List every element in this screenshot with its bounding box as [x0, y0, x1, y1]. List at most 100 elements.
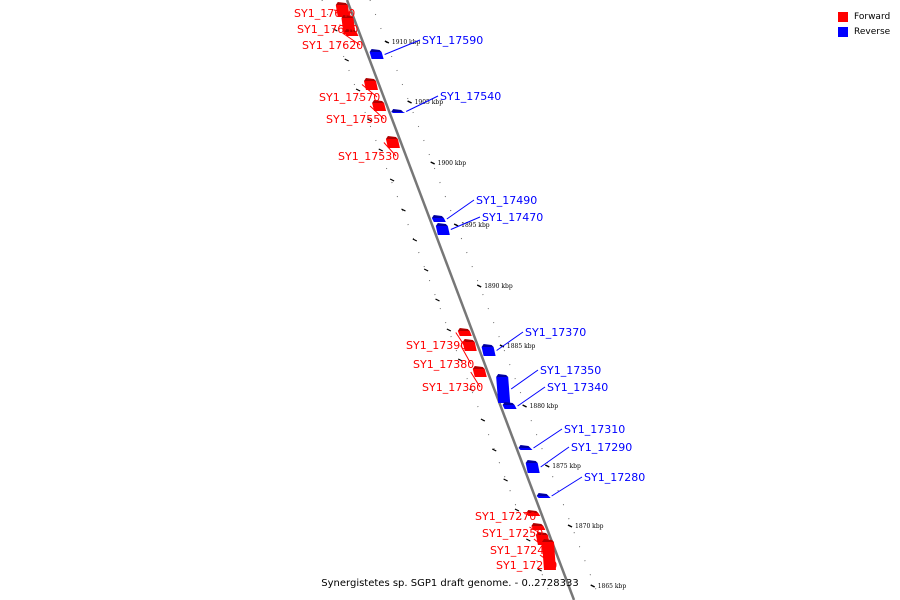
minor-tick [344, 58, 349, 62]
gene-body [369, 52, 384, 59]
gene-label: SY1_17640 [294, 7, 355, 20]
tick-label: 1895 kbp [461, 222, 490, 229]
gene-top [431, 215, 444, 218]
gene-label: SY1_17270 [475, 510, 536, 523]
tick-label: 1880 kbp [530, 403, 559, 410]
minor-tick [491, 448, 497, 452]
tick-mark [590, 584, 596, 588]
tick-label: 1910 kbp [392, 39, 421, 46]
genome-backbone [345, 0, 576, 600]
minor-tick [457, 358, 463, 362]
gene-label: SY1_17490 [476, 194, 537, 207]
gene-label: SY1_17470 [482, 211, 543, 224]
minor-tick [446, 328, 452, 332]
gene-body [462, 342, 477, 351]
tick-mark [476, 284, 482, 288]
gene-top [435, 223, 448, 226]
tick-mark [384, 40, 390, 44]
tick-marks: 1910 kbp 1905 kbp 1900 kbp 1895 kbp 1890 kbp… [333, 28, 627, 590]
tick-label: 1865 kbp [598, 583, 627, 590]
minor-tick [503, 478, 508, 482]
gene-body [541, 542, 556, 570]
tick-mark [430, 161, 436, 165]
gene-body [363, 81, 378, 90]
gene-labels: SY1_17640 SY1_17630 SY1_17620 SY1_17570 SY1_… [294, 7, 645, 572]
gene-top [541, 539, 554, 542]
gene-label: SY1_17290 [571, 441, 632, 454]
minor-tick [480, 418, 486, 422]
gene-label: SY1_17380 [413, 358, 474, 371]
leader-line [510, 369, 539, 390]
gene-label: SY1_17530 [338, 150, 399, 163]
gene-top [344, 29, 357, 32]
gene-label: SY1_17280 [584, 471, 645, 484]
gene-top [518, 445, 531, 448]
tick-mark [522, 404, 527, 408]
minor-tick [469, 388, 474, 392]
leader-line [533, 538, 549, 551]
tick-mark [499, 344, 505, 348]
gene-body [391, 112, 406, 113]
tick-label: 1900 kbp [438, 160, 467, 167]
leader-line [455, 332, 465, 346]
gene-label: SY1_17250 [482, 527, 543, 540]
leader-line [460, 345, 472, 365]
leader-line [496, 331, 524, 351]
minor-tick [367, 118, 372, 122]
gene-top [457, 328, 470, 331]
caption: Synergistetes sp. SGP1 draft genome. - 0… [0, 578, 900, 589]
gene-body [431, 218, 446, 222]
gene-top [472, 366, 485, 369]
reverse-swatch [838, 26, 848, 37]
minor-tick [333, 28, 338, 32]
minor-tick [412, 238, 418, 242]
leader-line [540, 446, 570, 468]
gene-top [391, 109, 404, 112]
gene-top [481, 344, 494, 347]
gene-top [369, 49, 382, 52]
minor-tick [514, 508, 520, 512]
leader-line [470, 371, 481, 388]
gene-top [526, 510, 539, 513]
gene-body [518, 448, 533, 450]
leader-line [524, 513, 534, 517]
gene-body [496, 377, 511, 403]
tick-mark [407, 100, 412, 104]
minor-tick [389, 178, 395, 182]
gene-label: SY1_17350 [540, 364, 601, 377]
tick-mark [567, 524, 573, 528]
legend-forward-label: Forward [854, 11, 891, 22]
leader-line [333, 9, 353, 14]
tick-label: 1885 kbp [507, 343, 536, 350]
tick-label: 1875 kbp [552, 463, 581, 470]
gene-top [496, 374, 509, 377]
gene-label: SY1_17340 [547, 381, 608, 394]
minor-tick [423, 268, 429, 272]
gene-body [372, 103, 387, 111]
leader-line [529, 526, 541, 534]
leader-line [339, 24, 356, 30]
minor-tick [526, 538, 531, 542]
gene-top [335, 2, 348, 5]
leader-line [342, 32, 361, 46]
gene-body [502, 405, 517, 409]
gene-top [341, 15, 354, 18]
legend: Forward Reverse [838, 9, 890, 39]
gene-body [472, 369, 487, 377]
tick-label: 1870 kbp [575, 523, 604, 530]
leader-line [539, 554, 555, 566]
gene-label: SY1_17570 [319, 91, 380, 104]
leader-line [533, 428, 563, 449]
gene-body [457, 331, 472, 336]
leader-line [361, 84, 378, 98]
leader-line [384, 39, 421, 55]
gene-label: SY1_17310 [564, 423, 625, 436]
gene-top [372, 100, 385, 103]
gene-top [536, 493, 549, 496]
gene-body [481, 347, 496, 356]
gene-top [363, 78, 376, 81]
leader-line [369, 105, 385, 120]
gene-label: SY1_17630 [297, 23, 358, 36]
gene-label: SY1_17620 [302, 39, 363, 52]
leader-line [446, 199, 475, 220]
